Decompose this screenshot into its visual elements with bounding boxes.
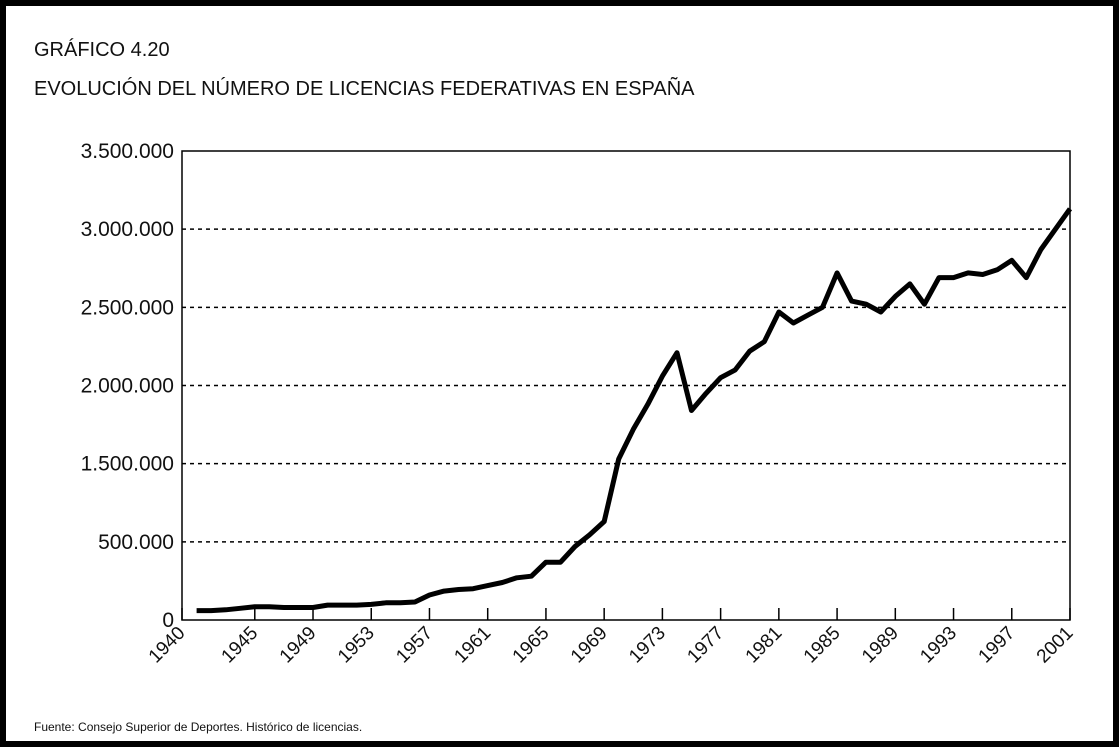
source-note: Fuente: Consejo Superior de Deportes. Hi… bbox=[34, 720, 362, 734]
y-tick-label: 3.000.000 bbox=[81, 218, 174, 241]
chart-title: GRÁFICO 4.20 bbox=[34, 38, 170, 61]
y-tick-label: 500.000 bbox=[98, 531, 174, 554]
y-tick-label: 1.500.000 bbox=[81, 453, 174, 476]
y-tick-label: 2.000.000 bbox=[81, 375, 174, 398]
chart-subtitle: EVOLUCIÓN DEL NÚMERO DE LICENCIAS FEDERA… bbox=[34, 76, 695, 100]
y-tick-label: 2.500.000 bbox=[81, 296, 174, 319]
data-line bbox=[196, 207, 1073, 614]
y-tick-label: 0 bbox=[162, 609, 174, 632]
y-tick-label: 3.500.000 bbox=[81, 140, 174, 163]
